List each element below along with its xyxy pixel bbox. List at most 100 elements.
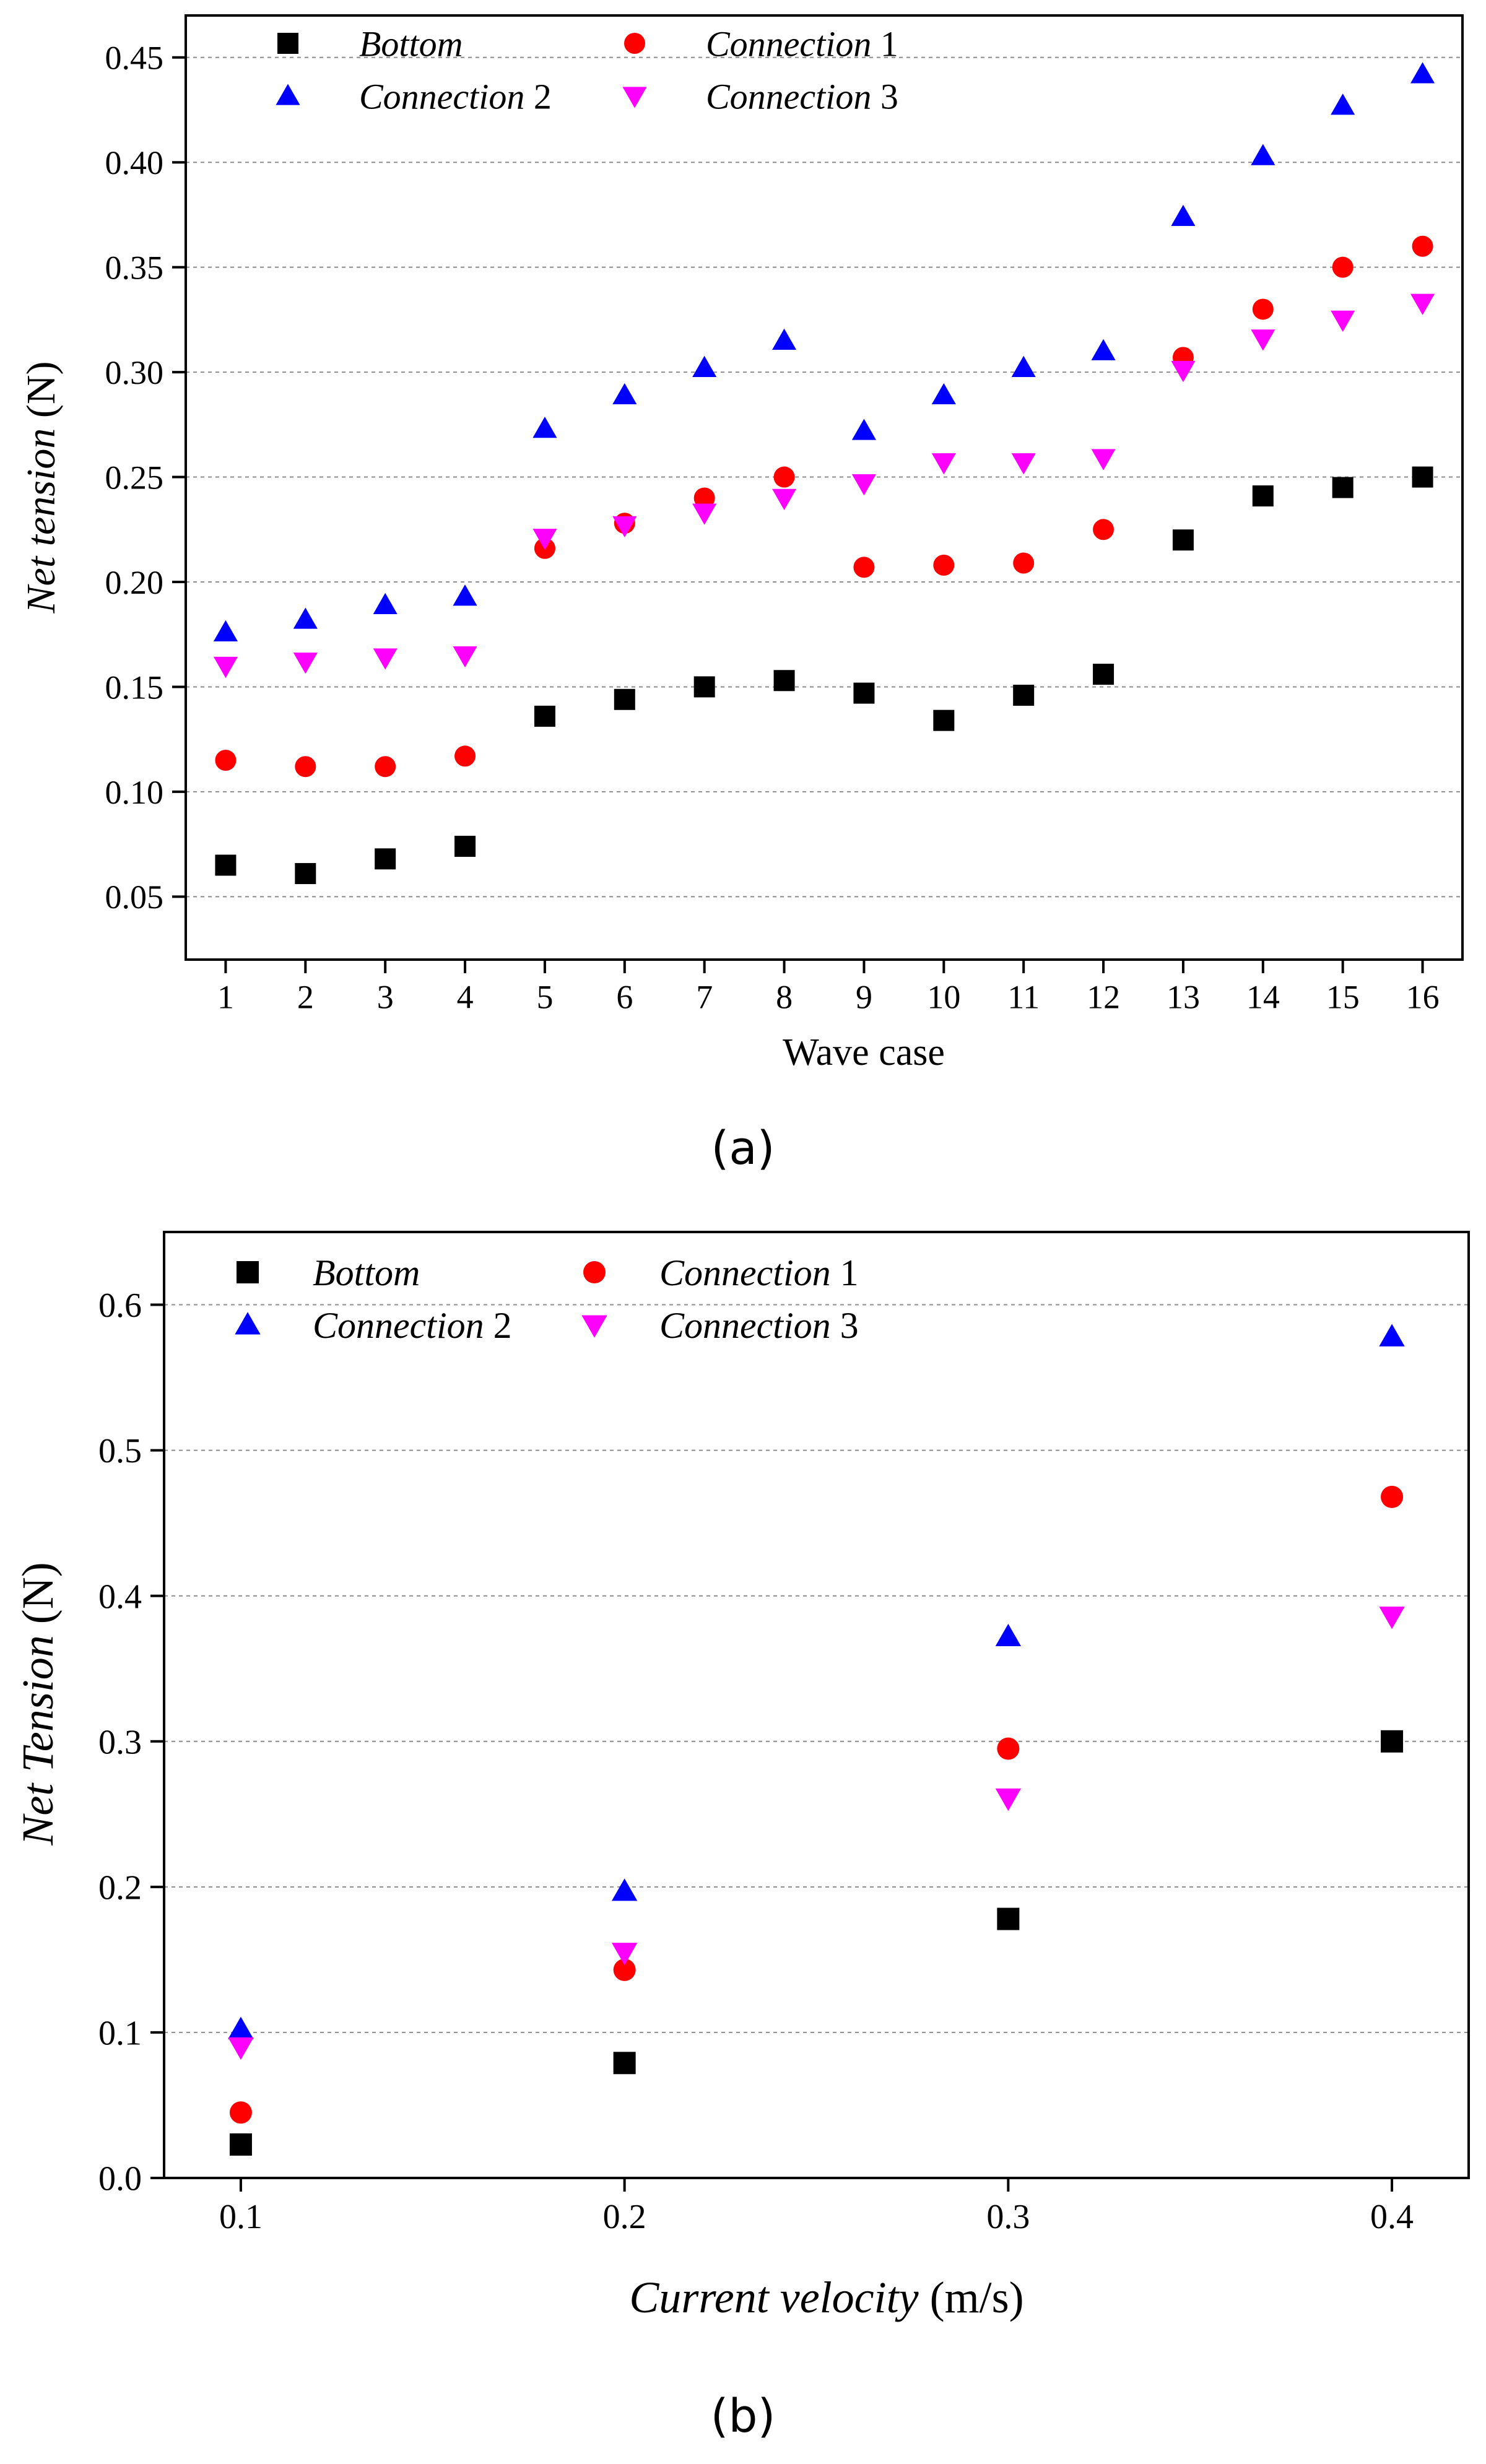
chart-b-y-axis-title: Net Tension (N): [13, 1562, 63, 1846]
chart-a-x-tick-label: 12: [1087, 979, 1120, 1016]
chart-a-point-bottom-12: [1093, 664, 1114, 685]
chart-a-x-tick-label: 13: [1167, 979, 1200, 1016]
chart-a-legend-marker-connection-3: [622, 87, 647, 108]
chart-a-point-connection-3-8: [772, 488, 797, 510]
chart-a-point-connection-1-12: [1093, 519, 1114, 540]
chart-a-point-connection-1-7: [693, 487, 715, 509]
chart-a-legend-marker-bottom: [277, 33, 298, 54]
chart-b-point-connection-1-2: [613, 1958, 636, 1981]
chart-a-x-tick-label: 3: [377, 979, 394, 1016]
chart-b-y-tick-label: 0.4: [98, 1577, 142, 1616]
chart-b-legend-marker-connection-3: [581, 1315, 607, 1338]
chart-a-point-bottom-2: [295, 863, 316, 885]
chart-a-legend-marker-connection-2: [276, 84, 300, 105]
chart-a-point-bottom-11: [1013, 685, 1035, 706]
chart-b-point-connection-3-3: [995, 1788, 1022, 1811]
chart-a-point-connection-3-3: [373, 648, 398, 670]
chart-a-x-tick-label: 9: [856, 979, 872, 1016]
chart-a-point-connection-2-1: [213, 620, 238, 641]
chart-a-point-bottom-3: [375, 848, 396, 870]
chart-b-plot-frame: [163, 1231, 1470, 2179]
chart-a-point-connection-2-6: [612, 383, 637, 405]
chart-b-point-bottom-2: [613, 2052, 636, 2075]
chart-a-point-connection-2-4: [453, 584, 477, 606]
chart-b-legend-marker-bottom: [237, 1261, 259, 1283]
chart-a-point-connection-2-2: [293, 607, 318, 629]
chart-a-point-bottom-15: [1332, 477, 1353, 498]
chart-a-point-bottom-5: [534, 705, 555, 727]
chart-a-point-bottom-9: [853, 682, 875, 704]
chart-b-y-tick-label: 0.6: [98, 1286, 142, 1325]
chart-b-x-tick-label: 0.3: [986, 2198, 1030, 2236]
chart-a-y-tick-label: 0.30: [105, 354, 164, 391]
chart-a-x-tick-label: 15: [1326, 979, 1360, 1016]
chart-a-point-connection-1-16: [1412, 235, 1433, 257]
chart-a-point-connection-3-13: [1171, 361, 1196, 383]
chart-b-point-bottom-1: [229, 2133, 252, 2156]
chart-a-point-bottom-8: [773, 670, 795, 692]
chart-b-panel-label: (b): [711, 2390, 776, 2443]
chart-a-point-bottom-16: [1412, 466, 1433, 488]
chart-b-data-points: [228, 1324, 1405, 2156]
chart-a-x-tick-label: 1: [217, 979, 234, 1016]
chart-a-point-bottom-10: [933, 709, 955, 731]
chart-b-point-bottom-4: [1381, 1730, 1404, 1753]
chart-a-point-bottom-6: [614, 688, 635, 710]
chart-a-y-tick-label: 0.25: [105, 459, 164, 496]
chart-b-point-bottom-3: [997, 1907, 1020, 1930]
chart-a-x-tick-label: 14: [1246, 979, 1280, 1016]
chart-a-x-tick-label: 8: [776, 979, 793, 1016]
chart-a-point-bottom-4: [454, 836, 476, 857]
chart-a-point-connection-1-9: [853, 557, 875, 578]
chart-b-y-tick-label: 0.1: [98, 2015, 142, 2053]
chart-a-panel-label: (a): [711, 1122, 775, 1175]
chart-a-x-tick-label: 11: [1007, 979, 1040, 1016]
chart-b-axes: 0.0 0.1 0.2 0.3 0.4 0.5 0.6 0.1 0.2 0.3 0.4: [98, 1286, 1414, 2236]
chart-a-point-connection-1-1: [215, 750, 237, 771]
chart-a-gridlines: [186, 56, 1462, 898]
chart-a-point-connection-2-5: [532, 417, 557, 438]
chart-a-x-tick-label: 5: [536, 979, 553, 1016]
chart-a-x-tick-label: 2: [297, 979, 314, 1016]
chart-a-legend-label-bottom: Bottom: [359, 24, 463, 64]
chart-a-point-connection-2-9: [851, 419, 876, 440]
chart-a-legend-marker-connection-1: [624, 33, 645, 54]
chart-a-point-connection-3-1: [213, 656, 238, 679]
chart-b-point-connection-2-4: [1379, 1324, 1405, 1347]
chart-b-legend-label-connection-1: Connection 1: [659, 1252, 859, 1293]
chart-a-point-connection-1-10: [933, 554, 955, 576]
chart-a-point-connection-2-3: [373, 592, 398, 614]
chart-a-point-connection-1-2: [295, 756, 316, 778]
chart-a-x-axis-title: Wave case: [783, 1031, 945, 1074]
chart-b-legend-marker-connection-2: [235, 1312, 261, 1335]
chart-a-point-connection-3-2: [293, 653, 318, 674]
chart-a-point-connection-3-16: [1410, 293, 1435, 315]
chart-a-y-tick-label: 0.45: [105, 40, 164, 77]
chart-a-x-tick-label: 6: [616, 979, 633, 1016]
chart-a-point-connection-2-16: [1410, 62, 1435, 84]
chart-a-point-connection-1-11: [1013, 552, 1035, 574]
chart-b-point-connection-1-3: [997, 1737, 1020, 1760]
chart-b-legend-marker-connection-1: [583, 1261, 606, 1283]
chart-b-point-connection-1-1: [229, 2101, 252, 2124]
chart-a-point-connection-3-11: [1011, 453, 1036, 475]
chart-a-point-connection-1-14: [1252, 298, 1274, 320]
chart-a-x-tick-label: 10: [927, 979, 960, 1016]
chart-a-point-connection-1-3: [375, 756, 396, 778]
chart-b-y-tick-label: 0.2: [98, 1868, 142, 1907]
chart-a-point-connection-1-15: [1332, 256, 1353, 278]
chart-a-point-connection-2-15: [1331, 93, 1355, 115]
chart-b-x-tick-label: 0.2: [603, 2198, 646, 2236]
chart-b-legend: Bottom Connection 1 Connection 2 Connection…: [235, 1252, 859, 1346]
chart-a-point-connection-2-7: [692, 355, 717, 377]
chart-a-y-tick-label: 0.10: [105, 774, 164, 811]
chart-a-point-connection-3-9: [851, 474, 876, 496]
chart-b-point-connection-3-4: [1379, 1607, 1405, 1629]
chart-b-y-tick-label: 0.0: [98, 2160, 142, 2198]
chart-a-point-connection-3-7: [692, 503, 717, 525]
chart-a-point-bottom-14: [1252, 485, 1274, 507]
chart-b-x-tick-label: 0.1: [219, 2198, 263, 2236]
chart-a-point-bottom-1: [215, 854, 237, 876]
chart-a-point-bottom-13: [1172, 529, 1194, 551]
chart-b-point-connection-2-1: [228, 2016, 254, 2039]
